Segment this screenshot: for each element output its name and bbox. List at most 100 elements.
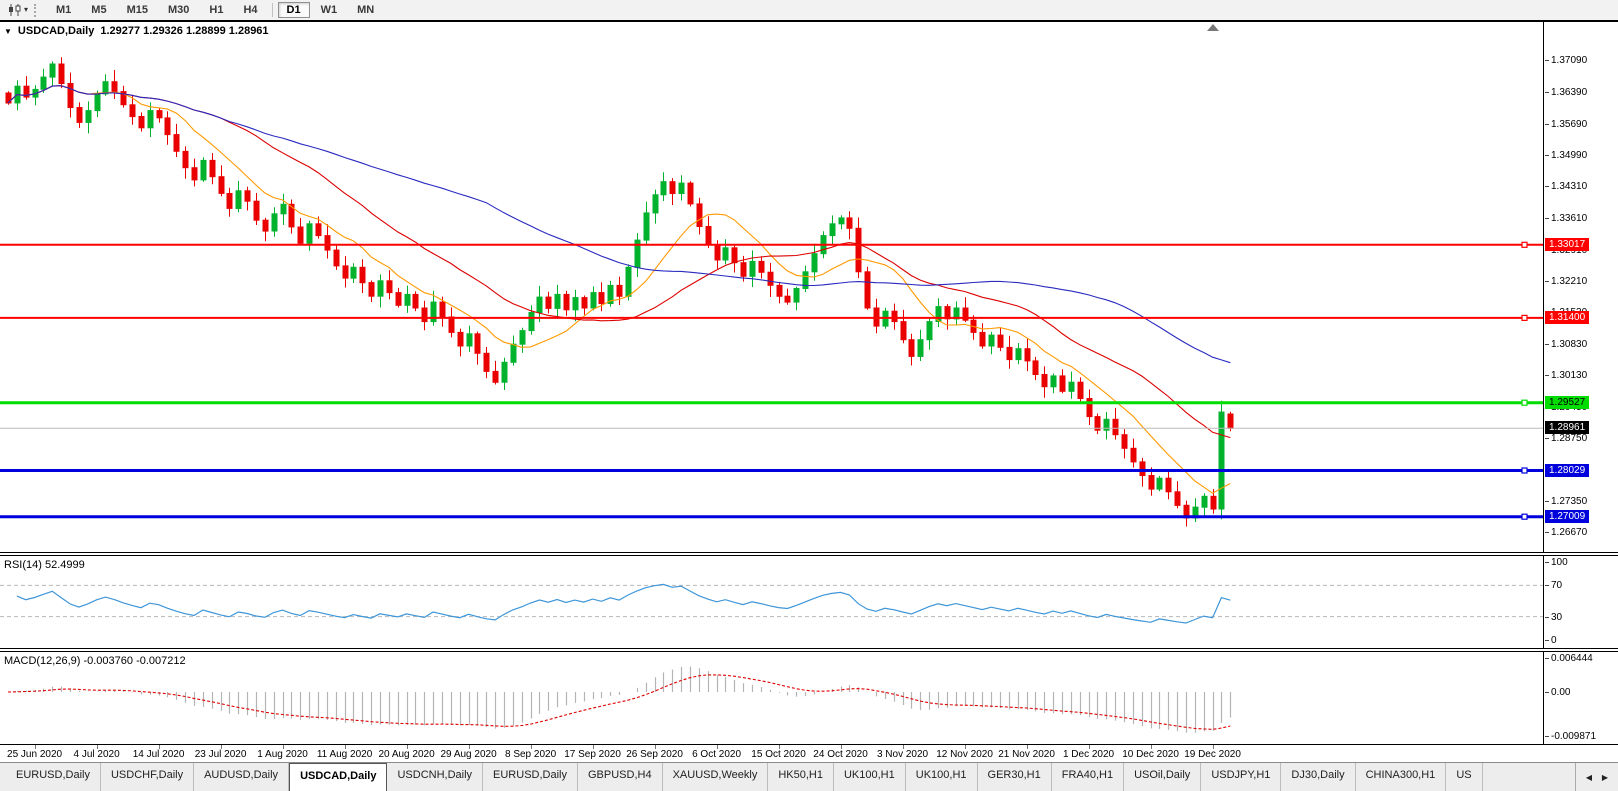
chart-tab-eurusd-daily[interactable]: EURUSD,Daily: [483, 763, 578, 791]
candle: [412, 293, 419, 309]
candle: [76, 107, 83, 123]
timeframe-button-w1[interactable]: W1: [320, 4, 338, 16]
chart-tab-ger30-h1[interactable]: GER30,H1: [978, 763, 1052, 791]
timeframe-button-h4[interactable]: H4: [243, 4, 258, 16]
chart-tab-hk50-h1[interactable]: HK50,H1: [768, 763, 834, 791]
tab-scroll-right-button[interactable]: ▶: [1601, 772, 1609, 782]
timeframe-button-mn[interactable]: MN: [357, 4, 375, 16]
date-label: 1 Dec 2020: [1062, 749, 1115, 760]
candle: [740, 262, 747, 277]
candle: [625, 266, 632, 297]
level-drag-handle[interactable]: [1521, 467, 1528, 474]
candle: [244, 190, 251, 202]
timeframe-button-m30[interactable]: M30: [167, 4, 190, 16]
candle: [1068, 381, 1075, 392]
date-tick: [530, 745, 532, 749]
level-price-tag: 1.31400: [1545, 310, 1590, 324]
chart-tab-clipped[interactable]: US: [1446, 763, 1483, 791]
timeframe-button-d1[interactable]: D1: [277, 2, 310, 18]
level-drag-handle[interactable]: [1521, 241, 1528, 248]
candle: [784, 295, 791, 303]
chart-tab-eurusd-daily[interactable]: EURUSD,Daily: [6, 763, 101, 791]
candle: [111, 81, 118, 93]
timeframe-button-m15[interactable]: M15: [126, 4, 148, 16]
candle: [767, 271, 774, 286]
candle: [253, 200, 260, 221]
panel-splitter[interactable]: [0, 648, 1618, 652]
date-tick: [840, 745, 842, 749]
price-tick-label: 1.30830: [1544, 338, 1588, 350]
timeframe-button-h1[interactable]: H1: [209, 4, 224, 16]
candle: [173, 134, 180, 152]
chart-tab-audusd-daily[interactable]: AUDUSD,Daily: [194, 763, 290, 791]
chart-tab-usdchf-daily[interactable]: USDCHF,Daily: [101, 763, 195, 791]
candle: [678, 182, 685, 195]
candle: [749, 260, 756, 277]
candle: [722, 247, 729, 261]
dropdown-caret-icon: ▾: [24, 5, 29, 14]
chart-type-dropdown[interactable]: ▾: [4, 3, 32, 17]
candle: [758, 260, 765, 273]
chart-tab-uk100-h1[interactable]: UK100,H1: [906, 763, 978, 791]
candle: [492, 370, 499, 383]
level-price-tag: 1.28029: [1545, 463, 1590, 477]
toolbar-separator: [271, 3, 273, 17]
candle: [280, 203, 287, 215]
date-label: 1 Aug 2020: [257, 749, 308, 760]
candle: [306, 223, 313, 244]
price-tick-label: 1.33610: [1544, 212, 1588, 224]
chart-tab-xauusd-weekly[interactable]: XAUUSD,Weekly: [663, 763, 769, 791]
candle: [1050, 375, 1057, 388]
macd-tick-label: 0.00: [1544, 687, 1571, 698]
chart-tab-china300-h1[interactable]: CHINA300,H1: [1356, 763, 1447, 791]
candle: [40, 76, 47, 90]
candle: [377, 280, 384, 297]
candle: [519, 330, 526, 345]
candle: [271, 213, 278, 232]
chart-tab-usoil-daily[interactable]: USOil,Daily: [1124, 763, 1202, 791]
candle: [669, 181, 676, 194]
chart-tab-gbpusd-h4[interactable]: GBPUSD,H4: [578, 763, 663, 791]
price-chart-panel[interactable]: ▼ USDCAD,Daily 1.29277 1.29326 1.28899 1…: [0, 22, 1618, 552]
rsi-line-chart: [0, 583, 1543, 624]
date-axis[interactable]: 25 Jun 2020 4 Jul 2020 14 Jul 2020 23 Jul 2…: [0, 744, 1618, 762]
macd-indicator-panel[interactable]: MACD(12,26,9) -0.003760 -0.007212: [0, 652, 1618, 744]
chart-tab-fra40-h1[interactable]: FRA40,H1: [1052, 763, 1125, 791]
timeframe-button-m5[interactable]: M5: [91, 4, 107, 16]
date-label: 23 Jul 2020: [194, 749, 247, 760]
candle: [49, 63, 56, 78]
date-label: 10 Dec 2020: [1122, 749, 1179, 760]
candle: [528, 312, 535, 332]
chart-tab-usdcnh-daily[interactable]: USDCNH,Daily: [387, 763, 484, 791]
chart-tab-usdjpy-h1[interactable]: USDJPY,H1: [1201, 763, 1282, 791]
candle: [1024, 348, 1031, 362]
candle: [67, 83, 74, 108]
candle: [1165, 477, 1172, 493]
candlestick-chart[interactable]: [0, 22, 1543, 552]
panel-splitter[interactable]: [0, 552, 1618, 556]
price-axis[interactable]: 1.37090 1.36390 1.35690 1.34990 1.34310 1.336…: [1543, 22, 1618, 744]
level-price-tag: 1.29527: [1545, 395, 1590, 409]
chart-tab-dj30-daily[interactable]: DJ30,Daily: [1281, 763, 1356, 791]
date-label: 3 Nov 2020: [876, 749, 929, 760]
candle: [864, 271, 871, 309]
candle: [457, 331, 464, 347]
chart-shift-marker[interactable]: [1207, 24, 1219, 31]
tab-scroll-left-button[interactable]: ◀: [1585, 772, 1593, 782]
level-drag-handle[interactable]: [1521, 314, 1528, 321]
toolbar-drag-grip[interactable]: [34, 3, 40, 17]
level-drag-handle[interactable]: [1521, 513, 1528, 520]
rsi-indicator-panel[interactable]: RSI(14) 52.4999: [0, 556, 1618, 648]
chart-tab-uk100-h1[interactable]: UK100,H1: [834, 763, 906, 791]
timeframe-button-m1[interactable]: M1: [56, 4, 72, 16]
candle: [838, 217, 845, 225]
level-drag-handle[interactable]: [1521, 399, 1528, 406]
collapse-caret-icon[interactable]: ▼: [4, 26, 12, 36]
candle: [1094, 416, 1101, 431]
candle: [262, 219, 269, 232]
candle: [395, 292, 402, 306]
chart-tab-usdcad-daily[interactable]: USDCAD,Daily: [289, 763, 388, 791]
date-tick: [96, 745, 98, 749]
candle: [962, 307, 969, 321]
candle: [891, 310, 898, 323]
